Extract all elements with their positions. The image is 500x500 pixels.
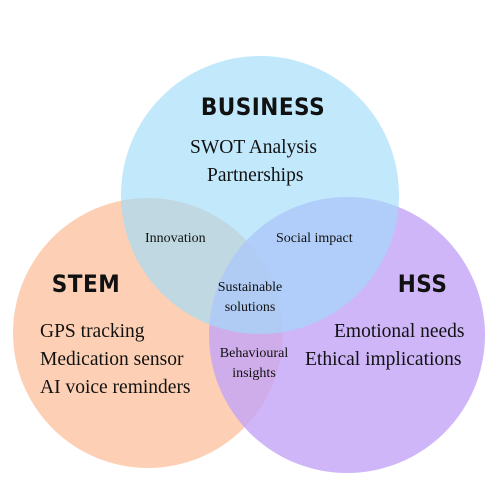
stem-item-medication: Medication sensor xyxy=(40,349,184,370)
business-items-2: Partnerships xyxy=(207,162,303,190)
intersection-stem-hss: Behavioural insights xyxy=(209,344,299,384)
business-circle xyxy=(121,56,399,334)
business-item-partnerships: Partnerships xyxy=(207,165,304,186)
intersection-stem-hss-line2: insights xyxy=(232,366,276,381)
hss-title: HSS xyxy=(397,270,448,298)
intersection-business-stem: Innovation xyxy=(145,231,206,246)
hss-item-emotional: Emotional needs xyxy=(334,321,465,342)
intersection-stem-hss-line1: Behavioural xyxy=(219,346,289,361)
stem-title: STEM xyxy=(51,270,121,298)
intersection-all-line2: solutions xyxy=(224,300,276,315)
business-items: SWOT Analysis xyxy=(190,134,317,162)
hss-item-ethical: Ethical implications xyxy=(305,349,462,370)
business-item-swot: SWOT Analysis xyxy=(190,137,317,158)
intersection-business-hss: Social impact xyxy=(276,231,353,246)
business-title: BUSINESS xyxy=(200,93,326,121)
intersection-all: Sustainable solutions xyxy=(207,278,293,318)
stem-item-gps: GPS tracking xyxy=(40,321,145,342)
intersection-all-line1: Sustainable xyxy=(217,280,283,295)
stem-item-ai-voice: AI voice reminders xyxy=(40,377,191,398)
stem-items: GPS tracking Medication sensor AI voice … xyxy=(40,318,191,402)
